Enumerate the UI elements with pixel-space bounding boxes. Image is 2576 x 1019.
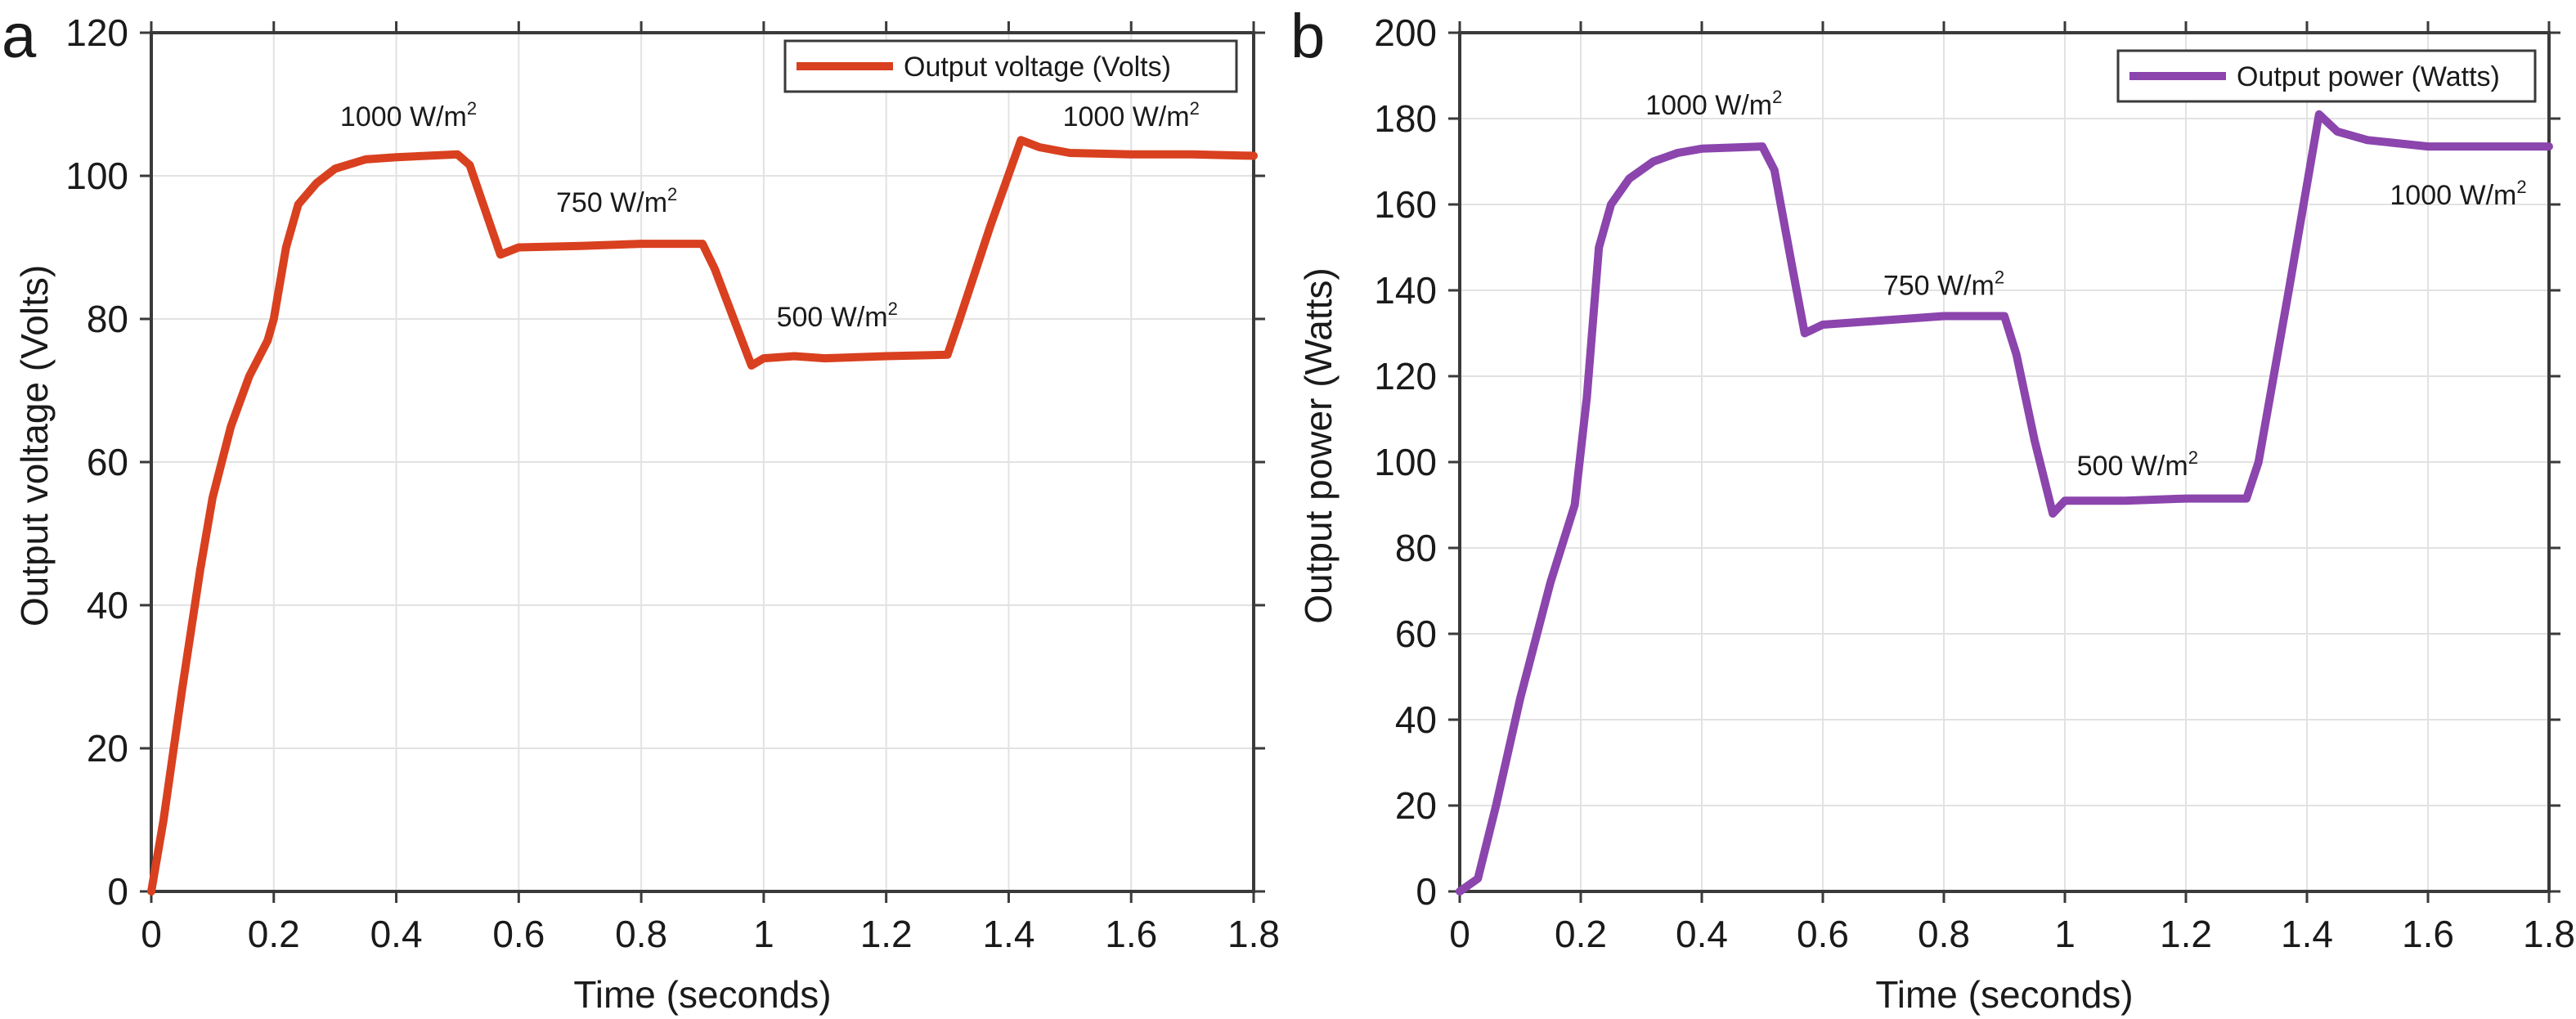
y-tick-label: 140	[1374, 269, 1437, 312]
x-tick-label: 0.8	[1918, 913, 1970, 955]
panel-b: b 0 0.2 0.4 0.6 0.8 1 1.2 1.4 1.6 1.8 0 20 40 60 80 100 1…	[1290, 2, 2575, 1016]
x-tick-label: 1.8	[2523, 913, 2575, 955]
annotation-superscript: 2	[888, 299, 898, 319]
irradiance-annotation: 750 W/m2	[556, 184, 677, 218]
series-line	[147, 136, 1258, 896]
y-tick-label: 60	[1395, 613, 1437, 655]
annotation-superscript: 2	[667, 184, 677, 204]
x-tick-label: 0.4	[370, 913, 423, 955]
annotation-text: 1000 W/m	[2390, 180, 2516, 211]
x-tick-label: 0.2	[1555, 913, 1607, 955]
y-tick-label: 40	[87, 584, 128, 626]
panel-letter: a	[2, 2, 37, 71]
x-axis-title: Time (seconds)	[573, 973, 831, 1016]
y-tick-label: 40	[1395, 698, 1437, 741]
annotation-superscript: 2	[467, 98, 477, 119]
legend-box	[783, 39, 1238, 93]
x-tick-label: 1.6	[2402, 913, 2454, 955]
irradiance-annotation: 1000 W/m2	[1645, 87, 1782, 121]
legend-label: Output voltage (Volts)	[904, 52, 1171, 83]
annotation-text: 1000 W/m	[340, 101, 467, 132]
series-line	[1456, 110, 2553, 896]
y-tick-label: 120	[1374, 355, 1437, 397]
x-tick-label: 1.6	[1105, 913, 1157, 955]
y-axis-title: Output voltage (Volts)	[13, 265, 56, 626]
annotation-text: 500 W/m	[777, 302, 888, 333]
x-tick-label: 0.6	[492, 913, 545, 955]
irradiance-annotation: 1000 W/m2	[340, 98, 477, 132]
y-tick-label: 160	[1374, 183, 1437, 226]
x-tick-label: 1	[2054, 913, 2076, 955]
x-tick-label: 1.2	[2160, 913, 2212, 955]
x-tick-label: 0.6	[1797, 913, 1849, 955]
y-tick-label: 180	[1374, 97, 1437, 140]
x-tick-label: 0	[141, 913, 162, 955]
irradiance-annotation: 1000 W/m2	[2390, 177, 2526, 211]
annotation-text: 1000 W/m	[1063, 101, 1190, 132]
annotation-superscript: 2	[1190, 98, 1200, 119]
y-tick-label: 200	[1374, 11, 1437, 54]
y-tick-label: 80	[87, 298, 128, 340]
y-tick-label: 0	[107, 870, 128, 913]
y-tick-label: 0	[1416, 870, 1437, 913]
legend-label: Output power (Watts)	[2237, 61, 2500, 92]
annotation-superscript: 2	[1772, 87, 1782, 107]
x-tick-label: 1	[753, 913, 774, 955]
annotation-text: 750 W/m	[556, 187, 667, 218]
x-tick-label: 1.2	[860, 913, 913, 955]
annotation-superscript: 2	[1995, 267, 2004, 287]
x-tick-label: 1.8	[1227, 913, 1280, 955]
y-axis-title: Output power (Watts)	[1297, 267, 1340, 623]
y-tick-label: 20	[87, 727, 128, 770]
annotation-superscript: 2	[2188, 447, 2198, 468]
panel-a: a 0 0.2 0.4 0.6 0.8 1 1.2 1.4 1.6 1.8 0 20 40 60 80 100 1…	[2, 2, 1280, 1016]
y-tick-label: 20	[1395, 784, 1437, 827]
x-axis-title: Time (seconds)	[1875, 973, 2133, 1016]
annotation-superscript: 2	[2516, 177, 2526, 197]
y-tick-label: 80	[1395, 527, 1437, 569]
x-tick-label: 0.2	[248, 913, 300, 955]
annotation-text: 750 W/m	[1883, 270, 1995, 301]
x-tick-label: 0.8	[615, 913, 667, 955]
irradiance-annotation: 500 W/m2	[2077, 447, 2198, 482]
x-tick-label: 0	[1449, 913, 1470, 955]
y-tick-label: 100	[65, 155, 128, 197]
irradiance-annotation: 1000 W/m2	[1063, 98, 1200, 132]
panel-letter: b	[1290, 2, 1325, 71]
x-tick-label: 1.4	[982, 913, 1034, 955]
x-tick-label: 0.4	[1676, 913, 1728, 955]
y-tick-label: 120	[65, 11, 128, 54]
irradiance-annotation: 750 W/m2	[1883, 267, 2004, 301]
x-tick-label: 1.4	[2281, 913, 2333, 955]
annotation-text: 1000 W/m	[1645, 90, 1772, 121]
irradiance-annotation: 500 W/m2	[777, 299, 898, 333]
y-tick-label: 60	[87, 441, 128, 483]
y-tick-label: 100	[1374, 441, 1437, 483]
annotation-text: 500 W/m	[2077, 451, 2188, 482]
